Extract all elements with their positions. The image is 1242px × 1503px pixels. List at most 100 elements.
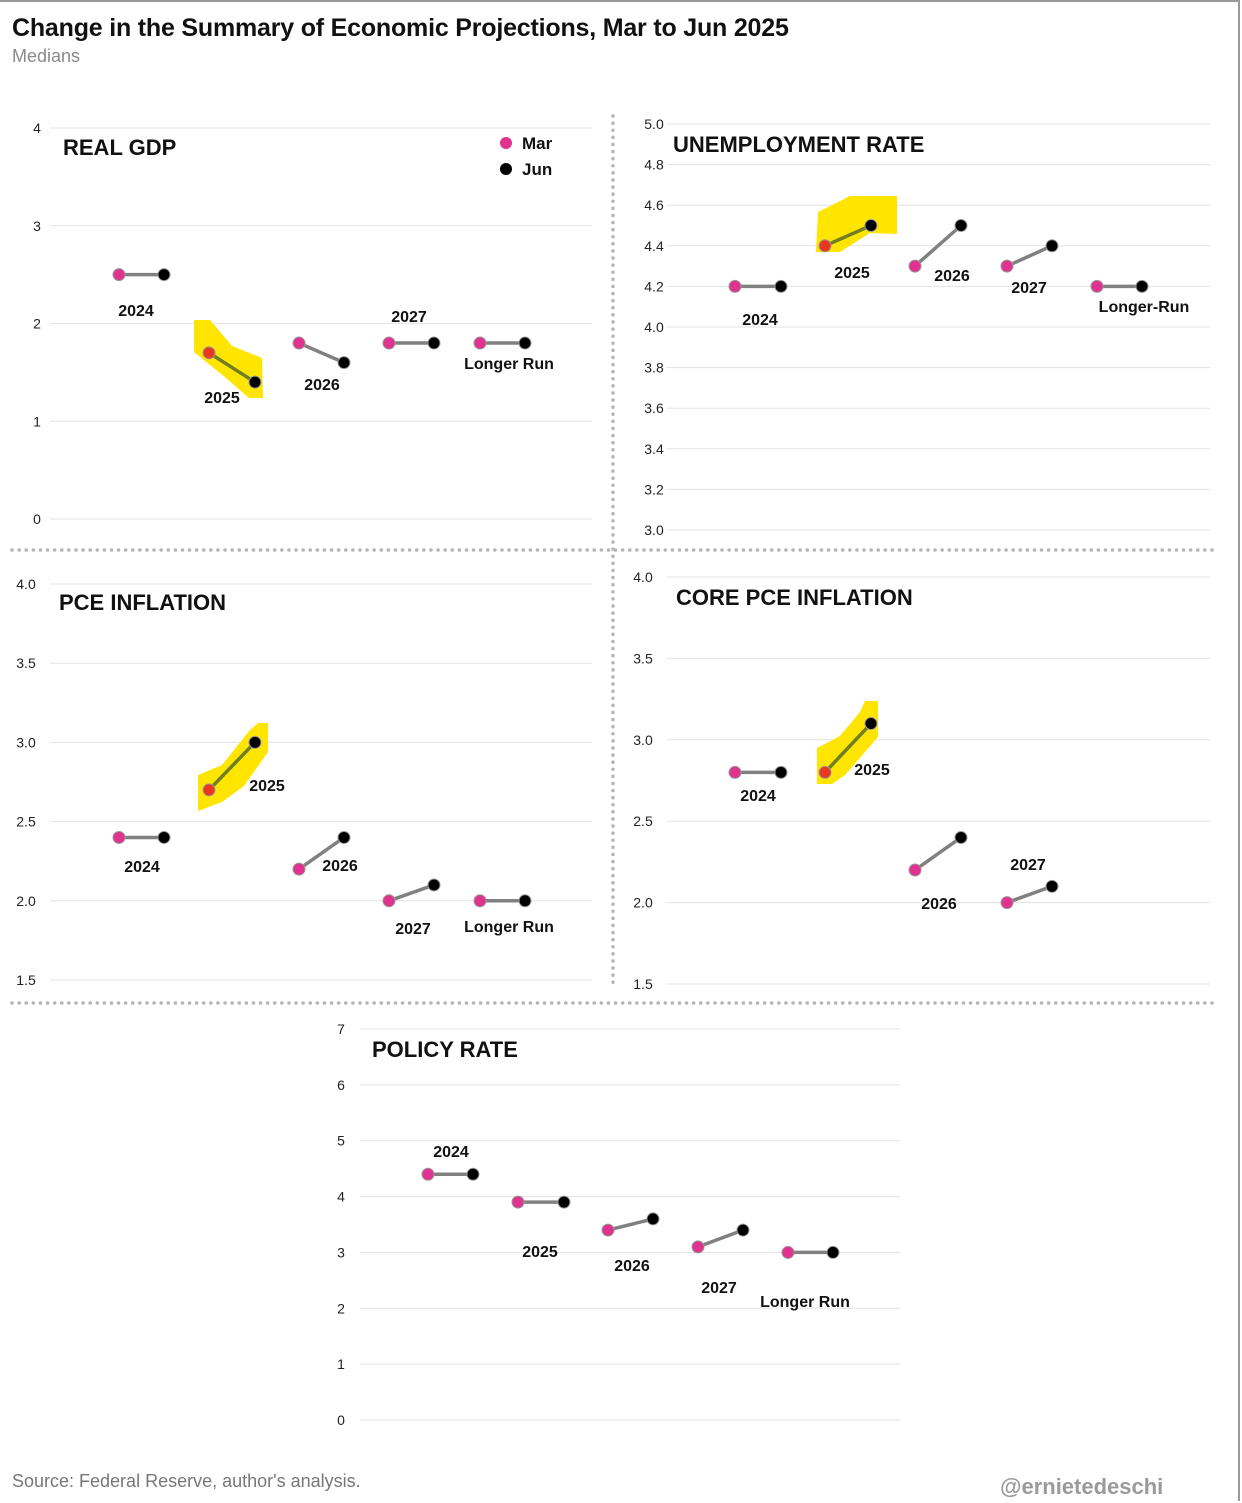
category-label: 2027 — [1010, 857, 1046, 874]
y-tick-label: 7 — [337, 1021, 345, 1037]
point-jun-2024 — [774, 765, 788, 779]
connector-2027 — [388, 883, 435, 903]
panel-dividers — [10, 114, 1216, 1005]
point-mar-2025 — [818, 239, 832, 253]
y-tick-label: 3.6 — [644, 400, 664, 416]
point-jun-2024 — [157, 268, 171, 282]
point-mar-2026 — [908, 863, 922, 877]
connector-2025 — [823, 722, 873, 774]
point-mar-2024 — [112, 268, 126, 282]
point-mar-2026 — [601, 1223, 615, 1237]
connector-2025 — [207, 741, 257, 792]
point-mar-2025 — [202, 783, 216, 797]
point-mar-2025 — [511, 1195, 525, 1209]
category-label: 2024 — [742, 312, 778, 329]
y-tick-label: 2.5 — [633, 813, 653, 829]
y-tick-label: 3.4 — [644, 441, 664, 457]
y-tick-label: 1 — [33, 413, 41, 429]
y-tick-label: 2.5 — [16, 814, 36, 830]
y-tick-label: 3.8 — [644, 360, 664, 376]
point-jun-2024 — [774, 279, 788, 293]
connector-2025 — [208, 351, 256, 384]
legend-marker-jun — [500, 163, 512, 175]
panel-title: REAL GDP — [63, 135, 176, 160]
legend-label-mar: Mar — [522, 134, 553, 153]
y-tick-label: 2 — [33, 316, 41, 332]
category-label: 2026 — [614, 1258, 650, 1275]
point-mar-2024 — [728, 765, 742, 779]
y-tick-label: 5.0 — [644, 116, 664, 132]
connector-2026 — [297, 836, 346, 871]
category-label: 2027 — [1011, 280, 1047, 297]
point-jun-2025 — [248, 375, 262, 389]
point-jun-longer-run — [518, 336, 532, 350]
connector-2026 — [913, 836, 963, 872]
point-jun-2026 — [954, 219, 968, 232]
panel-title: POLICY RATE — [372, 1037, 518, 1062]
point-mar-2026 — [908, 259, 922, 273]
y-tick-label: 3.5 — [16, 655, 36, 671]
point-mar-longer-run — [781, 1245, 795, 1259]
category-label: 2024 — [118, 303, 154, 320]
y-tick-label: 1.5 — [633, 976, 653, 992]
y-tick-label: 4.6 — [644, 197, 664, 213]
point-mar-2026 — [292, 336, 306, 350]
y-tick-label: 2.0 — [16, 893, 36, 909]
connector-2027 — [697, 1228, 744, 1249]
connector-2026 — [298, 341, 345, 365]
point-jun-2027 — [427, 878, 441, 892]
y-tick-label: 6 — [337, 1077, 345, 1093]
panel-title: UNEMPLOYMENT RATE — [673, 132, 924, 157]
category-label: 2024 — [433, 1144, 469, 1161]
point-mar-longer-run — [473, 336, 487, 350]
point-jun-2027 — [1045, 239, 1059, 253]
category-label: Longer-Run — [1099, 299, 1190, 316]
point-jun-2024 — [157, 830, 171, 844]
y-tick-label: 2 — [337, 1300, 345, 1316]
y-tick-label: 4 — [33, 120, 41, 136]
category-label: 2025 — [854, 762, 890, 779]
point-mar-2026 — [292, 862, 306, 876]
category-label: 2027 — [391, 309, 427, 326]
category-label: 2027 — [395, 921, 431, 938]
point-mar-2024 — [112, 830, 126, 844]
y-tick-label: 3.0 — [644, 522, 664, 538]
category-label: 2027 — [701, 1280, 737, 1297]
panel-pce-inflation: 1.5 2.0 2.5 3.0 3.5 4.0 PCE INFLATION 2024 2025 2… — [16, 576, 592, 988]
point-jun-2025 — [248, 735, 262, 749]
point-jun-longer-run — [518, 894, 532, 908]
y-tick-label: 4.0 — [16, 576, 36, 592]
panels: 0 1 2 3 4 REAL GDP 2024 2025 2026 2027 Longer Run M… — [16, 116, 1210, 1428]
y-tick-label: 4.2 — [644, 278, 664, 294]
page-subtitle: Medians — [12, 46, 81, 66]
y-tick-label: 3 — [337, 1244, 345, 1260]
category-label: 2026 — [304, 377, 340, 394]
point-mar-2024 — [421, 1167, 435, 1181]
y-tick-label: 4.8 — [644, 157, 664, 173]
connector-2027 — [1006, 244, 1053, 268]
point-jun-2025 — [864, 219, 878, 232]
y-tick-label: 3 — [33, 218, 41, 234]
y-tick-label: 4.0 — [644, 319, 664, 335]
author-handle: @ernietedeschi — [1000, 1474, 1164, 1499]
category-label: 2025 — [204, 390, 240, 407]
point-jun-2026 — [337, 356, 351, 370]
panel-policy-rate: 0 1 2 3 4 5 6 7 POLICY RATE 2024 2025 2026 2027 Longe… — [337, 1021, 900, 1428]
point-jun-2026 — [646, 1212, 660, 1226]
point-mar-longer-run — [1090, 279, 1104, 293]
point-mar-2024 — [728, 279, 742, 293]
point-jun-2027 — [736, 1223, 750, 1237]
point-jun-2026 — [337, 830, 351, 844]
y-tick-label: 4 — [337, 1189, 345, 1205]
connector-2026 — [607, 1217, 654, 1232]
source-note: Source: Federal Reserve, author's analys… — [12, 1471, 361, 1491]
highlight-2025 — [816, 196, 897, 252]
category-label: 2026 — [934, 268, 970, 285]
y-tick-label: 2.0 — [633, 895, 653, 911]
point-mar-2027 — [691, 1240, 705, 1254]
legend-label-jun: Jun — [522, 160, 552, 179]
point-jun-longer-run — [1135, 279, 1149, 293]
y-tick-label: 1 — [337, 1356, 345, 1372]
y-tick-label: 5 — [337, 1133, 345, 1149]
